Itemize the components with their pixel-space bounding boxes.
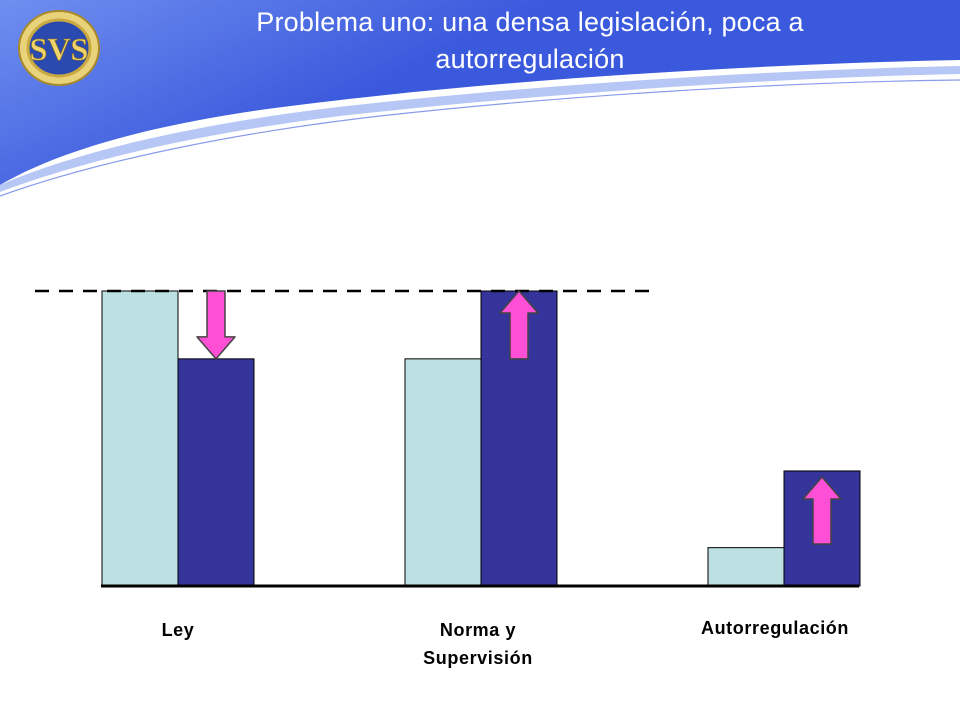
- arrow-up-2: [802, 476, 842, 545]
- category-label-line: Norma y: [439, 620, 517, 640]
- logo-ring-inner: [26, 18, 92, 78]
- category-label-2: Autorregulación: [675, 614, 875, 642]
- category-label-line: Autorregulación: [700, 618, 849, 638]
- header-swoosh-line: [0, 79, 960, 197]
- category-label-line: Ley: [161, 620, 195, 640]
- bar-light-2: [707, 547, 785, 587]
- arrow-up-1: [499, 290, 539, 360]
- category-label-1: Norma y Supervisión: [378, 616, 578, 672]
- header-wave: [0, 0, 960, 185]
- bar-light-1: [404, 358, 482, 587]
- bar-dark-0: [177, 358, 255, 587]
- bars-group: [101, 290, 861, 587]
- header-banner: [0, 0, 960, 197]
- arrows-group: [196, 290, 842, 545]
- bar-light-0: [101, 290, 179, 587]
- svs-logo: SVS: [18, 10, 100, 86]
- slide-title: Problema uno: una densa legislación, poc…: [256, 7, 804, 74]
- arrow-down-0: [196, 290, 236, 360]
- category-label-0: Ley: [78, 616, 278, 644]
- logo-text: SVS: [30, 31, 89, 67]
- category-label-line: Supervisión: [423, 648, 533, 668]
